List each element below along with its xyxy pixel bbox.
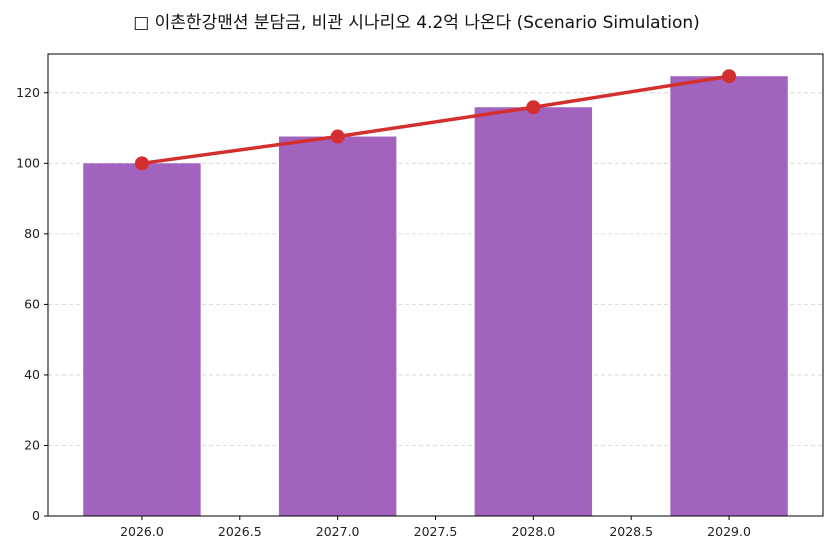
- x-tick-label: 2026.5: [218, 524, 262, 539]
- x-tick-label: 2027.0: [316, 524, 360, 539]
- y-tick-label: 80: [24, 226, 40, 241]
- bar: [670, 76, 788, 516]
- y-tick-label: 40: [24, 367, 40, 382]
- x-tick-label: 2027.5: [414, 524, 458, 539]
- line-point: [330, 129, 345, 144]
- y-tick-label: 0: [32, 508, 40, 523]
- line-point: [526, 100, 541, 115]
- bar: [474, 107, 593, 517]
- bar: [278, 136, 397, 516]
- line-point: [722, 69, 737, 84]
- bar: [83, 163, 201, 516]
- y-tick-label: 20: [24, 437, 40, 452]
- chart-title: □ 이촌한강맨션 분담금, 비관 시나리오 4.2억 나온다 (Scenario…: [133, 13, 700, 33]
- x-tick-label: 2028.0: [511, 524, 555, 539]
- y-tick-label: 100: [16, 155, 40, 170]
- y-tick-label: 120: [16, 85, 40, 100]
- y-tick-label: 60: [24, 296, 40, 311]
- line-point: [134, 156, 149, 171]
- x-tick-label: 2026.0: [120, 524, 164, 539]
- x-tick-label: 2029.0: [707, 524, 751, 539]
- x-tick-label: 2028.5: [609, 524, 653, 539]
- series-line: [141, 74, 730, 166]
